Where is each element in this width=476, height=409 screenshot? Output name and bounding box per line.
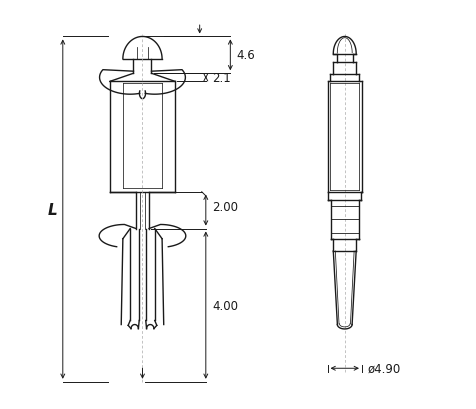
Text: 4.6: 4.6 (236, 49, 255, 62)
Text: 4.00: 4.00 (211, 299, 238, 312)
Text: 2.1: 2.1 (211, 72, 230, 85)
Text: ø4.90: ø4.90 (367, 362, 400, 375)
Text: L: L (48, 202, 57, 217)
Text: 2.00: 2.00 (211, 200, 238, 213)
